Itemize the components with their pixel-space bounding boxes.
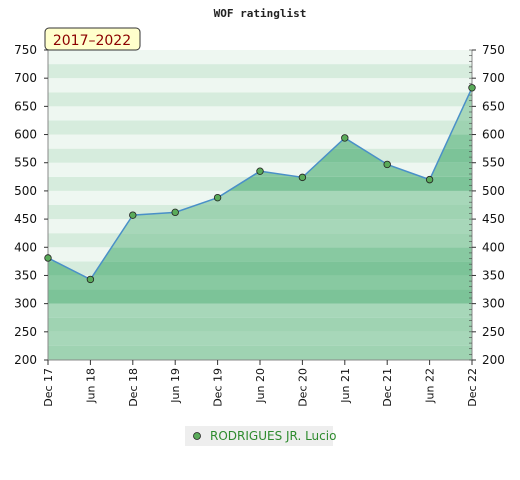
area-band <box>48 247 472 262</box>
x-tick-label: Dec 17 <box>42 368 55 407</box>
x-tick-label: Jun 20 <box>254 368 267 404</box>
y-tick-label-left: 400 <box>14 240 37 254</box>
y-tick-label-right: 450 <box>482 212 505 226</box>
data-point <box>383 160 391 169</box>
y-tick-label-left: 350 <box>14 268 37 282</box>
y-tick-label-left: 300 <box>14 297 37 311</box>
y-tick-label-left: 650 <box>14 99 37 113</box>
y-tick-label-right: 650 <box>482 99 505 113</box>
background-band <box>48 64 472 79</box>
data-point <box>425 175 434 184</box>
x-tick-label: Jun 21 <box>339 368 352 404</box>
area-band <box>48 303 472 318</box>
y-tick-label-right: 300 <box>482 297 505 311</box>
y-tick-label-right: 550 <box>482 156 505 170</box>
data-point <box>86 275 95 284</box>
y-tick-label-right: 500 <box>482 184 505 198</box>
y-tick-label-right: 350 <box>482 268 505 282</box>
y-tick-label-left: 550 <box>14 156 37 170</box>
background-band <box>48 50 472 65</box>
legend: RODRIGUES JR. Lucio <box>185 426 336 446</box>
y-tick-label-right: 400 <box>482 240 505 254</box>
x-tick-label: Dec 18 <box>127 368 140 407</box>
x-tick-label: Dec 20 <box>296 368 309 407</box>
background-band <box>48 120 472 135</box>
x-tick-label: Jun 19 <box>169 368 182 404</box>
y-tick-label-left: 600 <box>14 128 37 142</box>
background-band <box>48 106 472 121</box>
background-band <box>48 148 472 163</box>
x-tick-label: Jun 22 <box>424 368 437 404</box>
background-band <box>48 134 472 149</box>
data-point <box>44 254 52 262</box>
y-tick-label-right: 250 <box>482 325 505 339</box>
area-band <box>48 289 472 304</box>
y-tick-label-left: 500 <box>14 184 37 198</box>
x-tick-label: Dec 22 <box>466 368 479 407</box>
y-tick-label-right: 700 <box>482 71 505 85</box>
period-badge: 2017–2022 <box>44 27 141 51</box>
legend-label: RODRIGUES JR. Lucio <box>210 429 336 443</box>
axes: 200 200 250 250 300 300 350 350 400 400 450 450 500 5… <box>14 43 505 407</box>
y-tick-label-left: 250 <box>14 325 37 339</box>
area-band <box>48 317 472 332</box>
x-tick-label: Dec 19 <box>212 368 225 407</box>
y-tick-label-left: 700 <box>14 71 37 85</box>
data-point <box>298 173 307 182</box>
data-point <box>129 211 137 219</box>
data-point <box>256 167 264 175</box>
chart-title: WOF ratinglist <box>214 7 307 20</box>
area-band <box>48 233 472 248</box>
x-tick-label: Jun 18 <box>84 368 97 404</box>
data-point <box>341 134 349 142</box>
area-band <box>48 275 472 290</box>
area-band <box>48 331 472 346</box>
y-tick-label-right: 750 <box>482 43 505 57</box>
y-tick-label-left: 750 <box>14 43 37 57</box>
y-tick-label-right: 200 <box>482 353 505 367</box>
y-tick-label-left: 450 <box>14 212 37 226</box>
y-tick-label-left: 200 <box>14 353 37 367</box>
data-point <box>213 193 222 202</box>
area-band <box>48 261 472 276</box>
data-point <box>468 84 476 92</box>
series-layer <box>44 84 476 284</box>
background-band <box>48 78 472 93</box>
period-label: 2017–2022 <box>53 33 131 49</box>
x-tick-label: Dec 21 <box>381 368 394 407</box>
background-band <box>48 92 472 107</box>
area-band <box>48 219 472 234</box>
legend-marker <box>193 432 201 440</box>
data-point <box>171 208 179 217</box>
y-tick-label-right: 600 <box>482 128 505 142</box>
area-band <box>48 345 472 360</box>
